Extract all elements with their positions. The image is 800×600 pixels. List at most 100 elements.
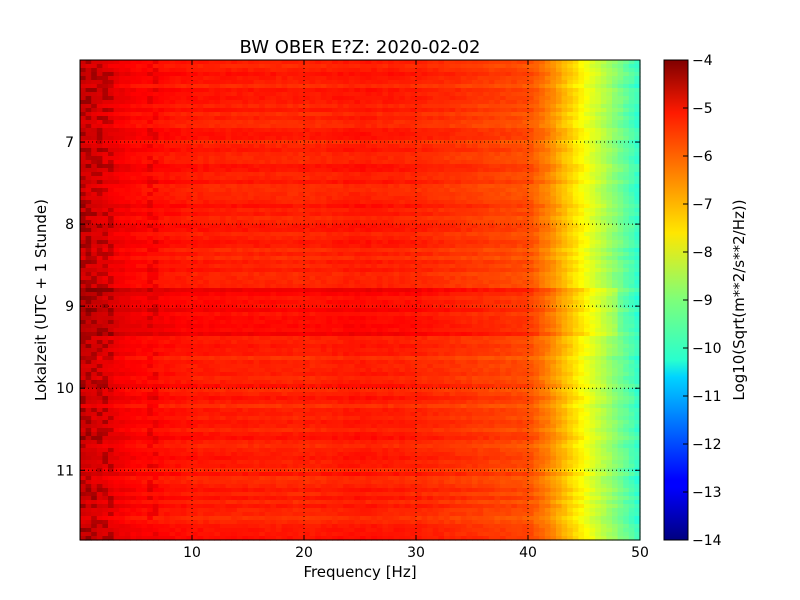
- heatmap-cell: [421, 128, 428, 133]
- heatmap-cell: [220, 240, 227, 245]
- heatmap-cell: [332, 236, 339, 241]
- heatmap-cell: [444, 236, 451, 241]
- heatmap-cell: [248, 136, 255, 141]
- heatmap-cell: [130, 196, 137, 201]
- heatmap-cell: [136, 172, 143, 177]
- heatmap-cell: [214, 176, 221, 181]
- heatmap-cell: [584, 252, 591, 257]
- heatmap-cell: [214, 212, 221, 217]
- heatmap-cell: [511, 188, 518, 193]
- heatmap-cell: [253, 216, 260, 221]
- heatmap-cell: [410, 88, 417, 93]
- heatmap-cell: [337, 80, 344, 85]
- heatmap-cell: [231, 216, 238, 221]
- heatmap-cell: [500, 116, 507, 121]
- heatmap-cell: [505, 72, 512, 77]
- heatmap-cell: [164, 92, 171, 97]
- heatmap-cell: [197, 192, 204, 197]
- heatmap-cell: [500, 192, 507, 197]
- heatmap-cell: [528, 92, 535, 97]
- heatmap-cell: [376, 72, 383, 77]
- heatmap-cell: [102, 80, 109, 85]
- heatmap-cell: [91, 152, 98, 157]
- heatmap-cell: [337, 68, 344, 73]
- heatmap-cell: [141, 252, 148, 257]
- heatmap-cell: [393, 248, 400, 253]
- heatmap-cell: [287, 172, 294, 177]
- heatmap-cell: [528, 140, 535, 145]
- heatmap-cell: [382, 128, 389, 133]
- heatmap-cell: [164, 100, 171, 105]
- heatmap-cell: [304, 208, 311, 213]
- heatmap-cell: [444, 240, 451, 245]
- heatmap-cell: [264, 196, 271, 201]
- heatmap-cell: [600, 60, 607, 65]
- heatmap-cell: [292, 232, 299, 237]
- heatmap-cell: [556, 108, 563, 113]
- heatmap-cell: [572, 220, 579, 225]
- heatmap-cell: [460, 112, 467, 117]
- heatmap-cell: [96, 96, 103, 101]
- heatmap-cell: [80, 124, 87, 129]
- heatmap-cell: [253, 112, 260, 117]
- heatmap-cell: [259, 236, 266, 241]
- heatmap-cell: [421, 256, 428, 261]
- heatmap-cell: [264, 172, 271, 177]
- heatmap-cell: [220, 220, 227, 225]
- heatmap-cell: [91, 108, 98, 113]
- heatmap-cell: [136, 104, 143, 109]
- heatmap-cell: [500, 100, 507, 105]
- heatmap-cell: [421, 84, 428, 89]
- heatmap-cell: [119, 76, 126, 81]
- heatmap-cell: [298, 164, 305, 169]
- heatmap-cell: [164, 232, 171, 237]
- heatmap-cell: [208, 220, 215, 225]
- heatmap-cell: [124, 64, 131, 69]
- heatmap-cell: [516, 140, 523, 145]
- heatmap-cell: [488, 72, 495, 77]
- heatmap-cell: [192, 192, 199, 197]
- heatmap-cell: [242, 100, 249, 105]
- heatmap-cell: [292, 128, 299, 133]
- heatmap-cell: [444, 200, 451, 205]
- heatmap-cell: [595, 72, 602, 77]
- heatmap-cell: [175, 116, 182, 121]
- heatmap-cell: [80, 144, 87, 149]
- heatmap-cell: [354, 256, 361, 261]
- heatmap-cell: [236, 116, 243, 121]
- heatmap-cell: [332, 100, 339, 105]
- heatmap-cell: [634, 248, 641, 253]
- heatmap-cell: [595, 104, 602, 109]
- heatmap-cell: [511, 108, 518, 113]
- heatmap-cell: [460, 144, 467, 149]
- heatmap-cell: [320, 116, 327, 121]
- heatmap-cell: [203, 168, 210, 173]
- heatmap-cell: [214, 220, 221, 225]
- heatmap-cell: [152, 132, 159, 137]
- heatmap-cell: [236, 220, 243, 225]
- heatmap-cell: [393, 192, 400, 197]
- heatmap-cell: [617, 100, 624, 105]
- heatmap-cell: [253, 224, 260, 229]
- heatmap-cell: [298, 104, 305, 109]
- heatmap-cell: [617, 228, 624, 233]
- heatmap-cell: [354, 60, 361, 65]
- heatmap-cell: [612, 144, 619, 149]
- heatmap-cell: [197, 124, 204, 129]
- heatmap-cell: [108, 128, 115, 133]
- heatmap-cell: [634, 84, 641, 89]
- heatmap-cell: [500, 176, 507, 181]
- heatmap-cell: [197, 256, 204, 261]
- heatmap-cell: [472, 112, 479, 117]
- heatmap-cell: [259, 176, 266, 181]
- heatmap-cell: [376, 184, 383, 189]
- heatmap-cell: [500, 128, 507, 133]
- heatmap-cell: [488, 232, 495, 237]
- heatmap-cell: [309, 248, 316, 253]
- heatmap-cell: [561, 84, 568, 89]
- heatmap-cell: [208, 64, 215, 69]
- heatmap-cell: [522, 200, 529, 205]
- heatmap-cell: [612, 184, 619, 189]
- heatmap-cell: [130, 64, 137, 69]
- heatmap-cell: [427, 116, 434, 121]
